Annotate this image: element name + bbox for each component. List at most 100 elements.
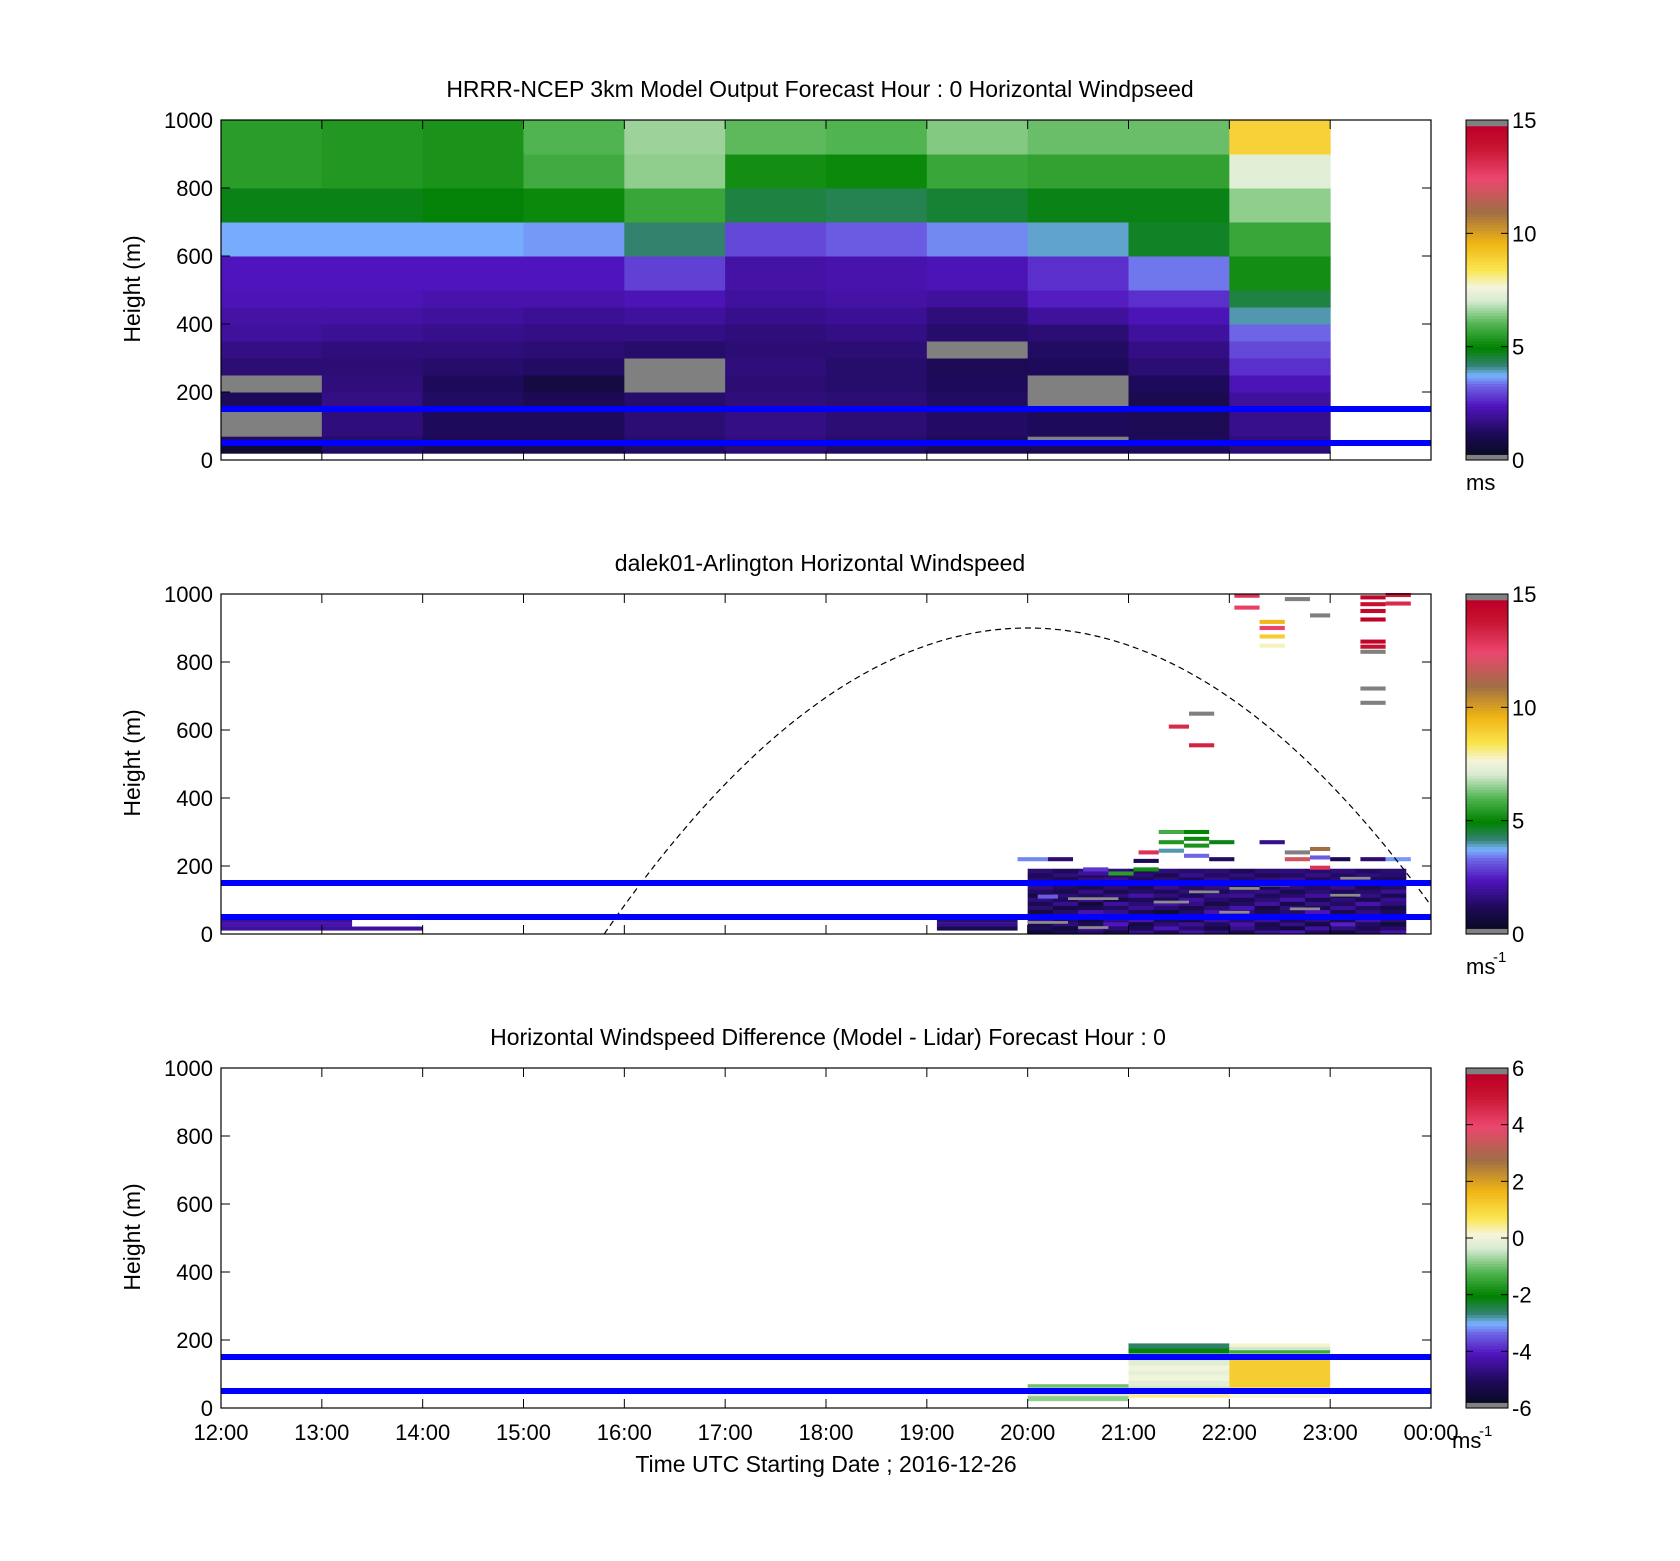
heatmap-cell bbox=[1360, 595, 1386, 600]
colorbar-tick-label: 5 bbox=[1512, 335, 1524, 360]
colorbar-segment bbox=[1466, 154, 1508, 158]
y-tick-label: 0 bbox=[201, 1396, 213, 1421]
colorbar-segment bbox=[1466, 264, 1508, 268]
heatmap-cell bbox=[1219, 910, 1250, 914]
colorbar-segment bbox=[1466, 1385, 1508, 1389]
heatmap-cell bbox=[826, 222, 928, 257]
heatmap-cell bbox=[1380, 868, 1407, 874]
heatmap-cell bbox=[1103, 901, 1129, 906]
heatmap-cell bbox=[1229, 222, 1331, 257]
heatmap-cell bbox=[1153, 921, 1180, 927]
heatmap-cell bbox=[1204, 921, 1230, 927]
y-tick-label: 800 bbox=[176, 650, 213, 675]
heatmap-cell bbox=[725, 392, 827, 410]
heatmap-cell bbox=[1304, 929, 1331, 935]
heatmap-cell bbox=[1304, 876, 1331, 882]
colorbar-tick-label: 0 bbox=[1512, 448, 1524, 473]
heatmap-cell bbox=[1254, 905, 1281, 911]
colorbar-segment bbox=[1466, 1371, 1508, 1375]
heatmap-cell bbox=[1355, 905, 1382, 911]
heatmap-cell bbox=[1204, 905, 1230, 911]
colorbar-segment bbox=[1466, 1357, 1508, 1361]
heatmap-cell bbox=[1027, 868, 1054, 874]
heatmap-cell bbox=[1189, 743, 1215, 748]
colorbar-segment bbox=[1466, 1223, 1508, 1228]
colorbar-segment bbox=[1466, 406, 1508, 410]
y-tick-label: 1000 bbox=[164, 108, 213, 133]
colorbar-segment bbox=[1466, 1240, 1508, 1245]
heatmap-cell bbox=[1229, 1343, 1331, 1347]
colorbar-segment bbox=[1466, 1175, 1508, 1180]
heatmap-cell bbox=[422, 409, 524, 437]
colorbar-segment bbox=[1466, 599, 1508, 604]
colorbar-segment bbox=[1466, 656, 1508, 660]
colorbar-segment bbox=[1466, 673, 1508, 677]
heatmap-cell bbox=[1254, 876, 1281, 882]
colorbar-segment bbox=[1466, 278, 1508, 283]
heatmap-cell bbox=[1052, 929, 1079, 935]
heatmap-cell bbox=[1330, 909, 1356, 915]
colorbar-segment bbox=[1466, 182, 1508, 186]
heatmap-cell bbox=[1027, 876, 1054, 882]
heatmap-cell bbox=[1128, 885, 1155, 890]
heatmap-cell bbox=[1153, 876, 1180, 882]
colorbar-segment bbox=[1466, 849, 1508, 853]
colorbar-segment bbox=[1466, 815, 1508, 819]
heatmap-cell bbox=[422, 120, 524, 155]
heatmap-cell bbox=[221, 918, 353, 923]
heatmap-cell bbox=[1360, 639, 1386, 644]
heatmap-cell bbox=[1153, 900, 1189, 904]
heatmap-cell bbox=[221, 120, 323, 155]
heatmap-cell bbox=[1027, 375, 1129, 393]
heatmap-cell bbox=[826, 120, 928, 155]
colorbar-segment bbox=[1466, 1096, 1508, 1100]
heatmap-cell bbox=[725, 443, 827, 454]
colorbar-segment bbox=[1466, 1391, 1508, 1395]
x-tick-label: 13:00 bbox=[294, 1420, 349, 1445]
heatmap-cell bbox=[422, 324, 524, 342]
colorbar-segment bbox=[1466, 795, 1508, 799]
heatmap-cell bbox=[1204, 909, 1230, 915]
heatmap-cell bbox=[1027, 925, 1054, 931]
heatmap-cell bbox=[1229, 1346, 1331, 1351]
heatmap-cell bbox=[725, 341, 827, 359]
heatmap-cell bbox=[926, 307, 1029, 325]
heatmap-cell bbox=[1229, 901, 1256, 906]
heatmap-cell bbox=[1128, 256, 1230, 291]
colorbar-segment bbox=[1466, 1073, 1508, 1078]
heatmap-cell bbox=[1355, 929, 1382, 935]
colorbar-segment bbox=[1466, 806, 1508, 810]
colorbar-segment bbox=[1466, 1243, 1508, 1248]
heatmap-cell bbox=[523, 443, 625, 454]
colorbar-segment bbox=[1466, 358, 1508, 362]
x-tick-label: 22:00 bbox=[1202, 1420, 1257, 1445]
colorbar-tick-label: 15 bbox=[1512, 108, 1536, 133]
heatmap-cell bbox=[826, 154, 928, 189]
heatmap-cell bbox=[1380, 905, 1407, 911]
heatmap-cell bbox=[1052, 921, 1079, 927]
colorbar-segment bbox=[1466, 383, 1508, 387]
heatmap-cell bbox=[1178, 893, 1205, 898]
colorbar-segment bbox=[1466, 1141, 1508, 1146]
colorbar-segment bbox=[1466, 1294, 1508, 1299]
heatmap-cell bbox=[1304, 868, 1331, 874]
colorbar-segment bbox=[1466, 389, 1508, 393]
heatmap-cell bbox=[1304, 893, 1331, 898]
heatmap-cell bbox=[624, 307, 726, 325]
heatmap-cell bbox=[1204, 929, 1230, 935]
colorbar-segment bbox=[1466, 1070, 1508, 1075]
heatmap-cell bbox=[1178, 872, 1205, 878]
colorbar-segment bbox=[1466, 619, 1508, 623]
heatmap-cell bbox=[1017, 857, 1048, 862]
heatmap-cell bbox=[1052, 889, 1079, 894]
heatmap-cell bbox=[1330, 901, 1356, 906]
heatmap-cell bbox=[1128, 290, 1230, 308]
colorbar-segment bbox=[1466, 372, 1508, 376]
heatmap-cell bbox=[624, 120, 726, 155]
y-tick-label: 800 bbox=[176, 176, 213, 201]
colorbar-segment bbox=[1466, 1087, 1508, 1092]
heatmap-cell bbox=[1380, 901, 1407, 906]
colorbar-segment bbox=[1466, 1354, 1508, 1358]
heatmap-cell bbox=[1078, 905, 1104, 911]
colorbar-segment bbox=[1466, 769, 1508, 774]
